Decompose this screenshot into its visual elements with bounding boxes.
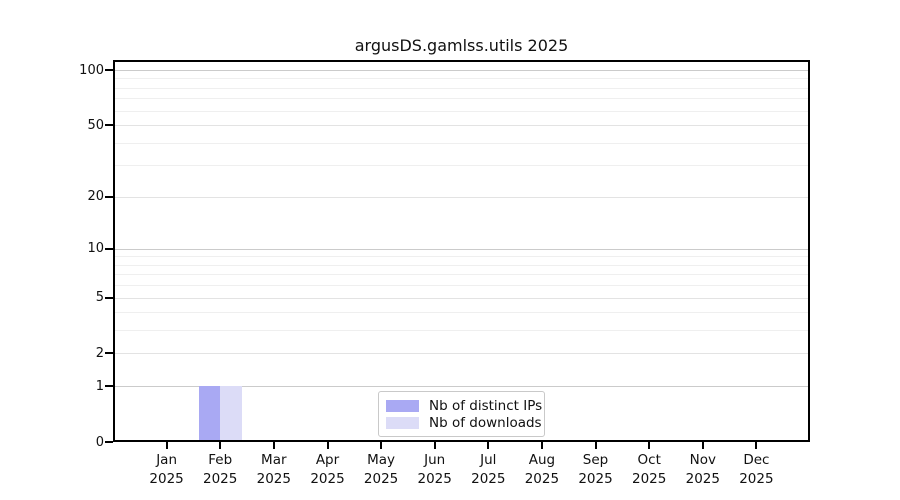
y-tick-label: 5: [95, 290, 104, 306]
y-tick-label: 10: [87, 241, 104, 257]
x-tick: [326, 442, 329, 449]
x-tick-label: Sep 2025: [578, 452, 613, 487]
y-gridline-2: [113, 353, 810, 355]
x-tick: [219, 442, 222, 449]
x-tick-label: Feb 2025: [203, 452, 238, 487]
y-gridline-50: [113, 125, 810, 127]
bar-distinct-ips-feb-2025: [198, 386, 221, 442]
y-tick: [105, 441, 113, 443]
y-gridline-minor: [113, 256, 810, 258]
x-tick: [165, 442, 168, 449]
y-gridline-minor: [113, 312, 810, 314]
y-tick: [105, 247, 113, 250]
y-tick-label: 100: [79, 62, 104, 78]
x-tick: [272, 442, 275, 449]
y-gridline-minor: [113, 274, 810, 276]
legend-label-distinct-ips: Nb of distinct IPs: [429, 397, 543, 414]
x-tick-label: Apr 2025: [310, 452, 345, 487]
x-tick-label: Jul 2025: [471, 452, 506, 487]
y-tick: [105, 124, 113, 127]
y-tick: [105, 385, 113, 388]
y-tick: [105, 296, 113, 299]
y-gridline-minor: [113, 110, 810, 112]
y-gridline-1: [113, 386, 810, 388]
legend: Nb of distinct IPs Nb of downloads: [378, 391, 545, 437]
legend-swatch-distinct-ips-icon: [386, 399, 419, 412]
x-tick-label: Nov 2025: [685, 452, 720, 487]
legend-entry-distinct-ips: Nb of distinct IPs: [386, 398, 542, 414]
y-gridline-minor: [113, 165, 810, 167]
y-gridline-minor: [113, 87, 810, 89]
x-tick: [380, 442, 383, 449]
y-tick-label: 50: [87, 117, 104, 133]
x-tick-label: Dec 2025: [739, 452, 774, 487]
x-tick-label: Mar 2025: [256, 452, 291, 487]
x-tick: [648, 442, 651, 449]
x-tick: [433, 442, 436, 449]
legend-label-downloads: Nb of downloads: [429, 414, 542, 431]
legend-entry-downloads: Nb of downloads: [386, 415, 542, 431]
bar-downloads-feb-2025: [220, 386, 242, 442]
y-gridline-100: [113, 70, 810, 71]
x-tick-label: Oct 2025: [632, 452, 667, 487]
y-gridline-minor: [113, 98, 810, 100]
y-gridline-5: [113, 297, 810, 299]
y-gridline-minor: [113, 264, 810, 266]
y-gridline-minor: [113, 142, 810, 144]
x-tick-label: Jun 2025: [417, 452, 452, 487]
y-tick: [105, 69, 113, 71]
x-tick-label: Aug 2025: [524, 452, 560, 487]
y-tick-label: 20: [87, 189, 104, 205]
y-gridline-minor: [113, 285, 810, 287]
chart-title: argusDS.gamlss.utils 2025: [354, 36, 569, 55]
x-tick: [701, 442, 704, 449]
y-tick-label: 2: [95, 345, 104, 361]
y-gridline-10: [113, 248, 810, 250]
x-tick: [487, 442, 490, 449]
x-tick: [540, 442, 543, 449]
y-tick: [105, 195, 113, 198]
x-tick-label: May 2025: [363, 452, 399, 487]
y-tick-label: 1: [95, 378, 104, 394]
x-tick: [755, 442, 758, 449]
x-tick: [594, 442, 597, 449]
legend-swatch-downloads-icon: [386, 416, 419, 429]
y-gridline-minor: [113, 78, 810, 80]
x-tick-label: Jan 2025: [149, 452, 184, 487]
y-gridline-minor: [113, 330, 810, 332]
y-tick-label: 0: [95, 434, 104, 450]
plot-frame: [113, 60, 810, 442]
y-gridline-20: [113, 196, 810, 198]
y-tick: [105, 352, 113, 355]
